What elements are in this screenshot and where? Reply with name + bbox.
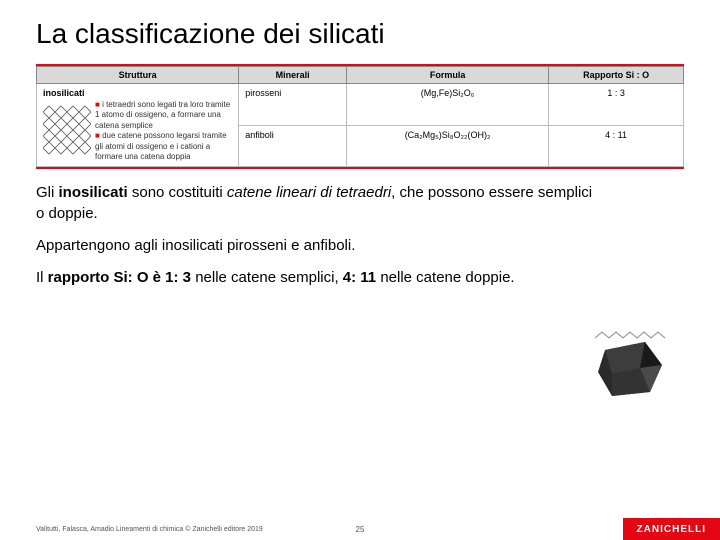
chain-diagram <box>43 100 91 162</box>
col-minerals: Minerali <box>239 67 347 84</box>
formula-1: (Mg,Fe)Si₂O₆ <box>347 84 549 126</box>
paragraph-2: Appartengono agli inosilicati pirosseni … <box>36 236 596 256</box>
desc2: due catene possono legarsi tramite gli a… <box>95 131 227 161</box>
mineral-photo <box>590 330 670 400</box>
paragraph-3: Il rapporto Si: O è 1: 3 nelle catene se… <box>36 268 596 288</box>
desc1b: 1 atomo di ossigeno, a formare una caten… <box>95 110 232 131</box>
mineral-1: pirosseni <box>239 84 347 126</box>
formula-2: (Ca₂Mg₅)Si₈O₂₂(OH)₂ <box>347 125 549 167</box>
col-structure: Struttura <box>37 67 239 84</box>
desc1a: i tetraedri sono legati tra loro tramite <box>102 100 230 109</box>
col-ratio: Rapporto Si : O <box>549 67 684 84</box>
slide-title: La classificazione dei silicati <box>36 18 684 50</box>
publisher-logo: ZANICHELLI <box>623 518 720 540</box>
category-label: inosilicati <box>43 88 232 98</box>
col-formula: Formula <box>347 67 549 84</box>
classification-table: Struttura Minerali Formula Rapporto Si :… <box>36 64 684 169</box>
ratio-2: 4 : 11 <box>549 125 684 167</box>
footer-page-number: 25 <box>356 525 365 534</box>
paragraph-1: Gli inosilicati sono costituiti catene l… <box>36 183 596 224</box>
mineral-2: anfiboli <box>239 125 347 167</box>
slide-footer: Valitutti, Falasca, Amadio Lineamenti di… <box>0 518 720 540</box>
ratio-1: 1 : 3 <box>549 84 684 126</box>
footer-credit: Valitutti, Falasca, Amadio Lineamenti di… <box>0 526 623 533</box>
